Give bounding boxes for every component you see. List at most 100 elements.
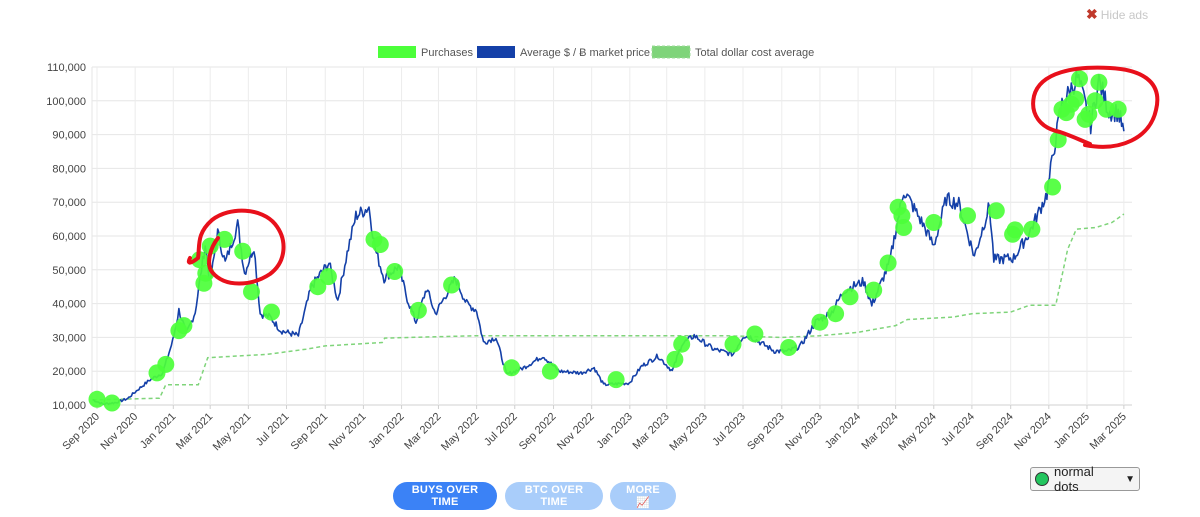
purchase-dot (263, 303, 280, 321)
purchase-dot (673, 335, 691, 353)
dca-line (92, 213, 1125, 401)
x-tick-label: Nov 2022 (555, 411, 597, 453)
legend-label-1: Average $ / Ƀ market price (520, 47, 650, 59)
purchase-dot (1049, 131, 1067, 149)
legend-label-2: Total dollar cost average (695, 47, 814, 59)
more-label: MORE (626, 483, 660, 496)
purchase-dot (88, 390, 106, 408)
chart-legend: Purchases Average $ / Ƀ market price Total… (378, 45, 814, 59)
y-tick-label: 40,000 (52, 299, 86, 311)
purchase-dot (243, 283, 260, 301)
y-tick-label: 110,000 (47, 62, 86, 74)
purchase-dot (1023, 220, 1041, 238)
purchase-dot (157, 355, 175, 373)
purchase-dot (780, 339, 798, 356)
legend-swatch-1 (477, 46, 515, 58)
purchase-dot (879, 254, 897, 272)
purchase-dot (987, 202, 1005, 220)
x-tick-label: Jan 2023 (594, 411, 634, 451)
x-tick-label: Mar 2023 (630, 411, 671, 452)
x-tick-label: Jan 2025 (1052, 411, 1092, 451)
legend-swatch-0 (378, 46, 416, 58)
purchase-dot (175, 317, 193, 335)
purchase-dot (1044, 178, 1062, 196)
legend-label-0: Purchases (421, 47, 473, 59)
purchase-dot (1097, 100, 1115, 118)
y-tick-label: 60,000 (52, 231, 86, 243)
purchase-dot (666, 350, 684, 368)
x-tick-label: Jan 2022 (366, 411, 406, 451)
hide-ads-link[interactable]: ✖ Hide ads (1086, 6, 1148, 23)
x-tick-label: Sep 2023 (745, 411, 787, 453)
price-series (92, 70, 1125, 406)
y-tick-label: 10,000 (52, 400, 86, 412)
x-tick-label: Jul 2024 (939, 411, 977, 449)
y-tick-label: 30,000 (52, 332, 86, 344)
x-tick-label: Jan 2021 (138, 411, 178, 451)
x-tick-label: Mar 2021 (174, 411, 215, 452)
x-tick-label: Sep 2024 (974, 411, 1016, 453)
purchase-dot (443, 276, 461, 294)
x-tick-label: Sep 2021 (289, 411, 331, 453)
purchase-dot (541, 362, 559, 380)
x-tick-label: May 2021 (211, 411, 254, 454)
purchase-dot (607, 371, 625, 389)
y-tick-label: 20,000 (52, 366, 86, 378)
btc-over-time-button[interactable]: BTC OVER TIME (505, 482, 603, 510)
more-button[interactable]: MORE 📈 (610, 482, 676, 510)
x-tick-label: Jul 2022 (482, 411, 520, 449)
y-axis: 10,000 20,000 30,000 40,000 50,000 60,000 70,0… (46, 62, 86, 412)
x-tick-label: Jul 2023 (710, 411, 748, 449)
purchase-dot (319, 268, 337, 286)
buys-over-time-button[interactable]: BUYS OVER TIME (393, 482, 497, 510)
purchase-dot (409, 301, 427, 319)
x-tick-label: Mar 2025 (1088, 411, 1129, 452)
purchase-dot (1067, 90, 1085, 108)
purchase-dot (1006, 221, 1024, 239)
purchase-dot (503, 359, 521, 377)
y-tick-label: 70,000 (52, 197, 86, 209)
purchase-dot (959, 207, 976, 225)
chevron-down-icon: ▼ (1125, 473, 1135, 485)
purchase-dot (827, 305, 845, 323)
purchase-dot (841, 288, 859, 306)
x-tick-label: May 2024 (896, 411, 939, 454)
purchase-dot (216, 230, 234, 248)
purchase-dot (386, 263, 404, 280)
y-tick-label: 80,000 (52, 163, 86, 175)
x-tick-label: Sep 2022 (517, 411, 559, 453)
x-tick-label: Jan 2024 (823, 411, 863, 451)
dots-style-select[interactable]: normal dots ▼ (1030, 464, 1140, 494)
x-tick-label: Nov 2024 (1012, 411, 1054, 453)
y-tick-label: 90,000 (52, 130, 86, 142)
legend-swatch-2 (651, 45, 691, 59)
chart-grid (91, 66, 1132, 406)
purchase-dot (234, 242, 252, 260)
x-tick-label: May 2023 (667, 411, 710, 454)
purchase-dot (1071, 70, 1088, 88)
purchase-dot (309, 278, 327, 296)
purchase-dot (724, 335, 742, 353)
hide-ads-label: Hide ads (1100, 7, 1149, 22)
annotation-circle-2021 (186, 208, 286, 286)
purchase-dot (1080, 105, 1098, 123)
purchase-dot (925, 214, 943, 231)
purchase-dot (191, 251, 209, 269)
x-tick-label: Nov 2020 (98, 411, 140, 453)
purchase-dot (811, 313, 829, 331)
x-tick-label: May 2022 (439, 411, 482, 454)
purchase-dot (865, 281, 883, 299)
price-line (92, 70, 1125, 406)
y-tick-label: 100,000 (46, 96, 86, 108)
hand-drawn-annotations (186, 65, 1160, 286)
purchase-dot (1090, 73, 1108, 91)
x-tick-label: Jul 2021 (254, 411, 292, 449)
purchase-dot (895, 219, 913, 236)
purchase-dot (746, 325, 764, 343)
y-tick-label: 50,000 (52, 265, 86, 277)
x-tick-label: Mar 2022 (402, 411, 443, 452)
purchase-dots (88, 70, 1127, 412)
purchase-dot (1109, 100, 1127, 118)
